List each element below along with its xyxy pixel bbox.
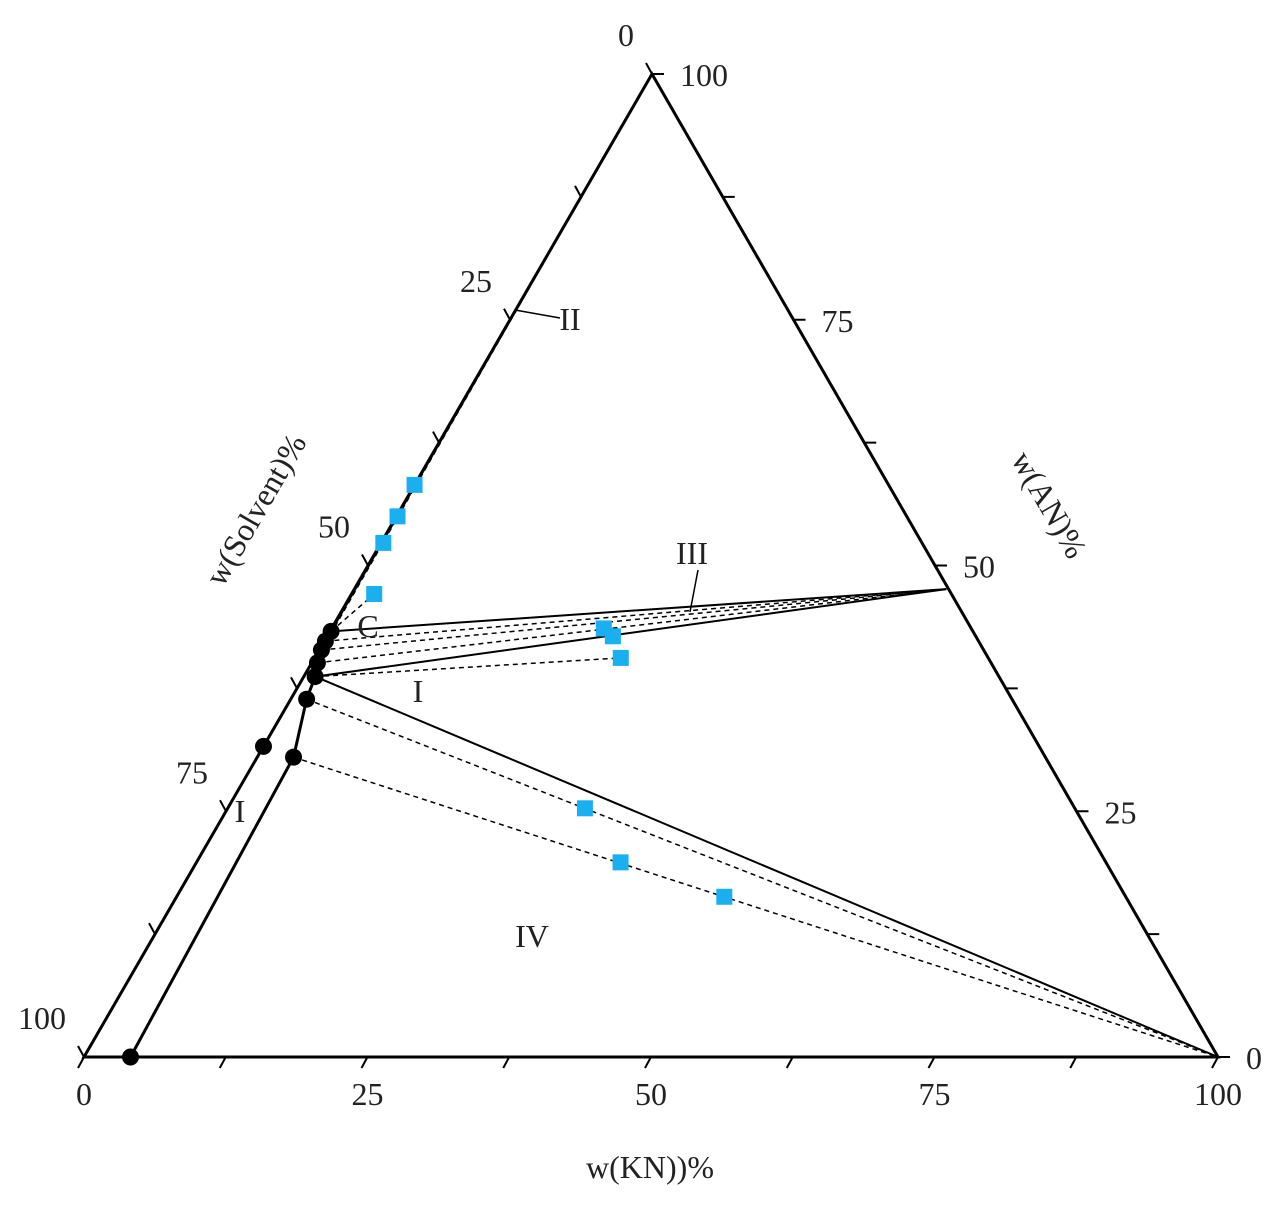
tick-label: 25 bbox=[352, 1076, 384, 1112]
tick-mark bbox=[360, 1056, 369, 1069]
region-label: IV bbox=[515, 918, 549, 954]
tick-mark bbox=[361, 554, 369, 566]
tick-mark bbox=[927, 1056, 936, 1069]
triangle-frame bbox=[81, 70, 1221, 1059]
tie-line bbox=[321, 588, 947, 651]
tie-line bbox=[306, 698, 1219, 1058]
minor-tick-mark bbox=[218, 1056, 227, 1069]
tick-label: 50 bbox=[635, 1076, 667, 1112]
equilibrium-point bbox=[306, 668, 324, 686]
equilibrium-point bbox=[298, 690, 316, 708]
tick-label: 50 bbox=[963, 549, 995, 585]
tick-label: 50 bbox=[318, 509, 350, 545]
region-label: I bbox=[235, 793, 246, 829]
tick-label: 100 bbox=[680, 57, 728, 93]
tick-label: 0 bbox=[618, 17, 634, 53]
tick-label: 0 bbox=[76, 1076, 92, 1112]
minor-tick-mark bbox=[502, 1056, 511, 1069]
region-label: C bbox=[357, 608, 378, 644]
tie-line bbox=[317, 588, 947, 664]
tick-mark bbox=[77, 1056, 85, 1069]
feed-point bbox=[366, 586, 383, 603]
leader-line bbox=[514, 309, 561, 319]
equilibrium-point bbox=[254, 737, 272, 755]
tick-label: 100 bbox=[18, 1000, 66, 1036]
feed-point bbox=[406, 476, 423, 493]
equilibrium-point bbox=[322, 622, 340, 640]
tick-label: 25 bbox=[460, 263, 492, 299]
feed-point bbox=[612, 649, 629, 666]
feed-point bbox=[604, 628, 621, 645]
tie-line bbox=[315, 588, 947, 678]
feed-point bbox=[716, 888, 733, 905]
tick-mark bbox=[1211, 1056, 1219, 1069]
tick-mark bbox=[77, 1045, 85, 1058]
minor-tick-mark bbox=[148, 922, 156, 935]
tie-line bbox=[293, 756, 1219, 1058]
tie-line bbox=[331, 588, 947, 633]
feed-point bbox=[576, 800, 593, 817]
tick-label: 75 bbox=[176, 754, 208, 790]
minor-tick-mark bbox=[785, 1056, 794, 1069]
tick-label: 75 bbox=[919, 1076, 951, 1112]
minor-tick-mark bbox=[574, 185, 582, 198]
tie-line bbox=[315, 657, 621, 678]
minor-tick-mark bbox=[1069, 1056, 1078, 1069]
tick-mark bbox=[645, 62, 653, 75]
bottom-axis-title: w(KN))% bbox=[586, 1149, 714, 1185]
right-axis-title: w(AN)% bbox=[1005, 445, 1095, 565]
tick-mark bbox=[219, 799, 227, 812]
tick-mark bbox=[503, 308, 511, 321]
equilibrium-point bbox=[285, 748, 303, 766]
feed-point bbox=[612, 854, 629, 871]
equilibrium-point bbox=[121, 1048, 139, 1066]
tick-label: 0 bbox=[1246, 1040, 1262, 1076]
tie-line bbox=[325, 588, 947, 642]
region-label: II bbox=[559, 301, 580, 337]
minor-tick-mark bbox=[290, 676, 298, 689]
tick-label: 75 bbox=[822, 303, 854, 339]
leader-line bbox=[689, 569, 699, 613]
tie-line bbox=[314, 675, 1219, 1058]
region-label: III bbox=[676, 535, 708, 571]
left-axis-title: w(Solvent)% bbox=[198, 427, 314, 591]
region-label: I bbox=[413, 673, 424, 709]
tick-mark bbox=[644, 1056, 652, 1069]
feed-point bbox=[375, 534, 392, 551]
equilibrium-point bbox=[308, 654, 326, 672]
tick-label: 100 bbox=[1194, 1076, 1242, 1112]
minor-tick-mark bbox=[432, 431, 440, 444]
feed-point bbox=[389, 508, 406, 525]
tick-label: 25 bbox=[1105, 794, 1137, 830]
